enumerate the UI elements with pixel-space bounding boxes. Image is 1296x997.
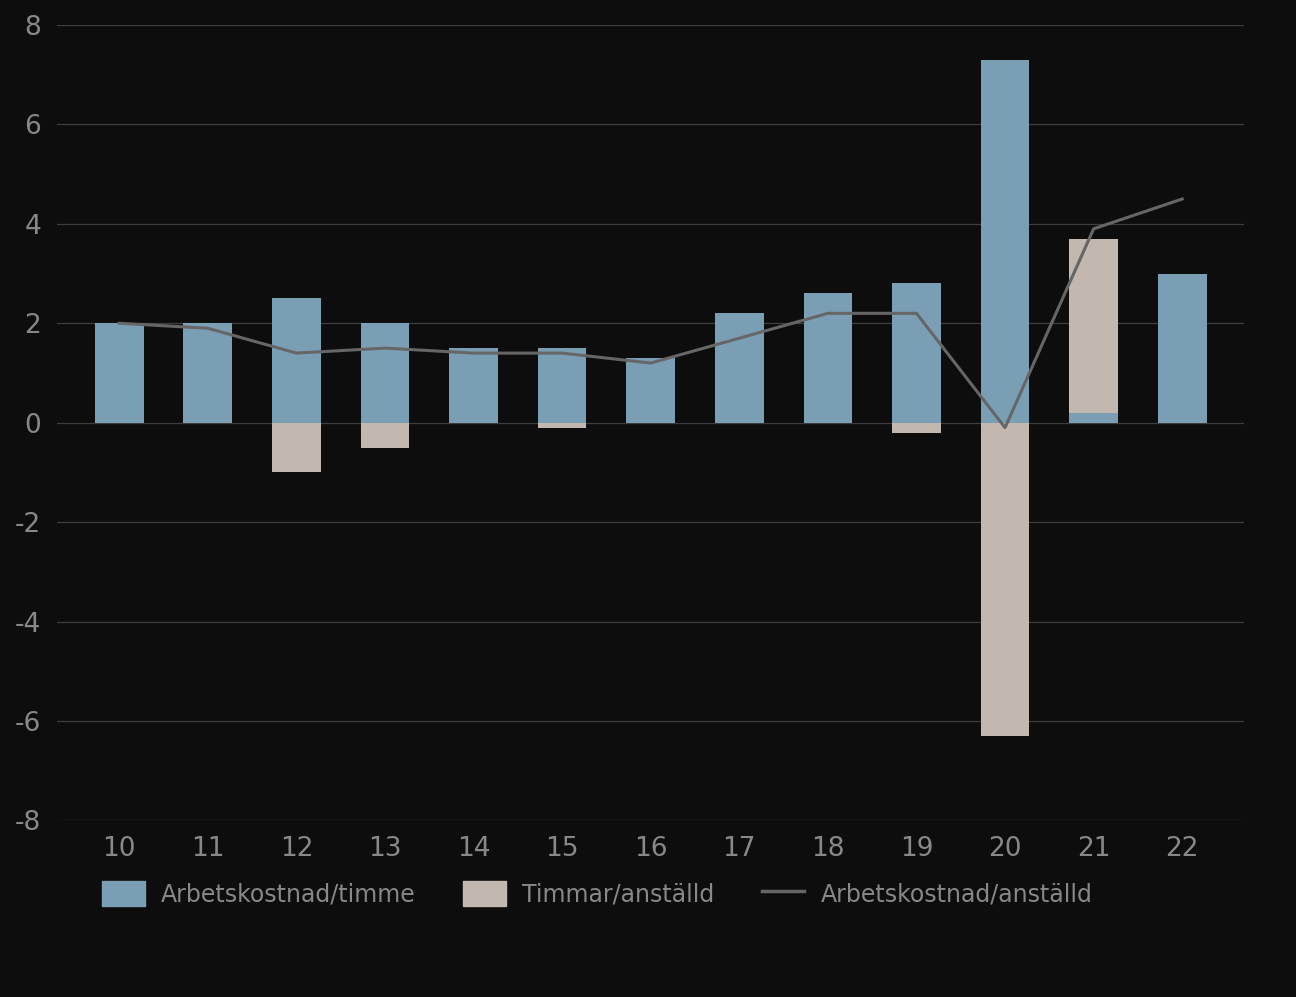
Bar <box>626 358 675 423</box>
Arbetskostnad/anställd <box>200 322 215 334</box>
Arbetskostnad/anställd <box>731 332 746 344</box>
Arbetskostnad/anställd <box>908 307 924 319</box>
Bar <box>538 348 587 423</box>
Arbetskostnad/anställd <box>820 307 836 319</box>
Bar <box>272 298 320 423</box>
Arbetskostnad/anställd <box>643 357 658 369</box>
Bar <box>1069 238 1118 423</box>
Bar <box>360 423 410 448</box>
Bar <box>981 60 1029 423</box>
Arbetskostnad/anställd <box>111 317 127 329</box>
Bar <box>1157 348 1207 423</box>
Bar <box>538 423 587 428</box>
Legend: Arbetskostnad/timme, Timmar/anställd, Arbetskostnad/anställd: Arbetskostnad/timme, Timmar/anställd, Ar… <box>93 872 1102 916</box>
Arbetskostnad/anställd <box>377 342 393 354</box>
Line: Arbetskostnad/anställd: Arbetskostnad/anställd <box>119 199 1182 428</box>
Arbetskostnad/anställd <box>289 347 305 359</box>
Arbetskostnad/anställd <box>1086 223 1102 235</box>
Arbetskostnad/anställd <box>997 422 1012 434</box>
Arbetskostnad/anställd <box>1174 193 1190 205</box>
Bar <box>1157 273 1207 423</box>
Bar <box>804 293 853 423</box>
Arbetskostnad/anställd <box>555 347 570 359</box>
Bar <box>892 283 941 423</box>
Bar <box>360 323 410 423</box>
Bar <box>981 423 1029 736</box>
Bar <box>450 348 498 423</box>
Bar <box>184 323 232 423</box>
Arbetskostnad/anställd <box>465 347 481 359</box>
Bar <box>715 313 763 423</box>
Bar <box>892 423 941 433</box>
Bar <box>272 423 320 473</box>
Bar <box>95 323 144 423</box>
Bar <box>1069 413 1118 423</box>
